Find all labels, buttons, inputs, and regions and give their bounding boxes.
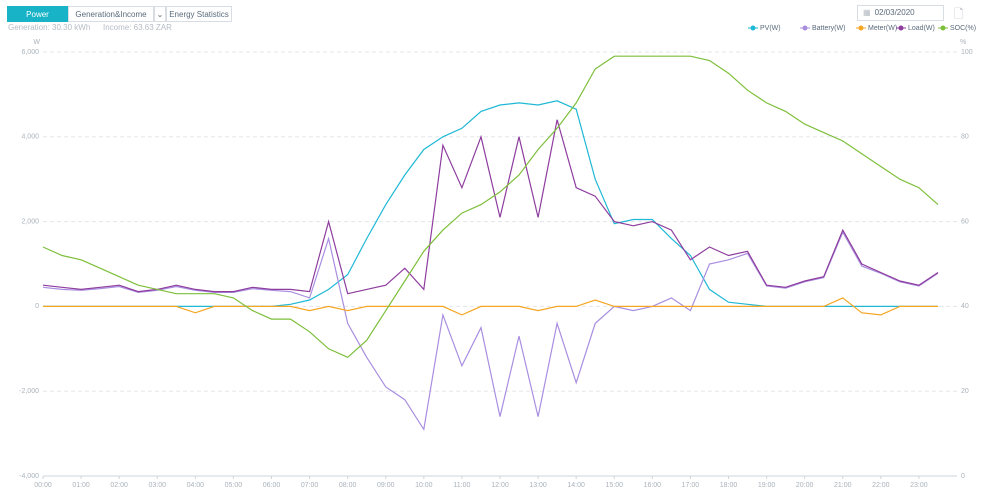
x-tick-label: 04:00 [187, 482, 205, 489]
x-tick-label: 10:00 [415, 482, 433, 489]
legend-dot [898, 25, 904, 31]
legend-dot [802, 25, 808, 31]
x-tick-label: 18:00 [720, 482, 738, 489]
y-tick-label: 2,000 [21, 218, 39, 225]
x-tick-label: 02:00 [110, 482, 128, 489]
series-line [42, 230, 939, 432]
x-tick-label: 05:00 [225, 482, 243, 489]
series-line [43, 297, 938, 316]
legend-label: SOC(%) [950, 25, 976, 32]
series-line [43, 100, 938, 307]
tab-energy[interactable]: Energy Statistics [166, 6, 232, 22]
y-tick-label: 6,000 [21, 49, 39, 56]
legend-label: PV(W) [760, 25, 781, 32]
series-line [42, 55, 939, 359]
series-line [42, 119, 939, 295]
x-tick-label: 19:00 [758, 482, 776, 489]
legend-dot [858, 25, 864, 31]
x-tick-label: 11:00 [453, 482, 470, 489]
y-tick-label: 0 [35, 303, 39, 310]
y2-tick-label: 100 [961, 49, 973, 56]
x-tick-label: 00:00 [34, 482, 52, 489]
export-icon[interactable]: 🗋 [954, 7, 964, 21]
y-tick-label: 4,000 [21, 134, 39, 141]
date: 02/03/2020 [874, 8, 915, 17]
x-tick-label: 21:00 [834, 482, 852, 489]
legend-label: Meter(W) [868, 25, 897, 32]
x-tick-label: 20:00 [796, 482, 814, 489]
y-tick-label: -4,000 [19, 473, 39, 480]
legend-dot [940, 25, 946, 31]
y2-tick-label: 80 [961, 134, 969, 141]
x-tick-label: 01:00 [72, 482, 90, 489]
x-tick-label: 07:00 [301, 482, 319, 489]
legend-label: Load(W) [908, 25, 935, 32]
x-tick-label: 08:00 [339, 482, 357, 489]
tab-generation[interactable]: Generation&Income [68, 6, 154, 22]
date-picker[interactable]: ▦ 02/03/2020 [857, 5, 944, 21]
x-tick-label: 23:00 [910, 482, 928, 489]
income-summary: Income: 63.63 ZAR [103, 23, 172, 32]
y-tick-label: -2,000 [19, 388, 39, 395]
x-tick-label: 14:00 [567, 482, 585, 489]
legend-dot [750, 25, 756, 31]
x-tick-label: 06:00 [263, 482, 281, 489]
x-tick-label: 13:00 [529, 482, 547, 489]
generation-summary: Generation: 30.30 kWh [8, 23, 91, 32]
y2-tick-label: 20 [961, 388, 969, 395]
x-tick-label: 15:00 [605, 482, 623, 489]
x-tick-label: 17:00 [682, 482, 700, 489]
x-tick-label: 12:00 [491, 482, 509, 489]
x-tick-label: 16:00 [644, 482, 662, 489]
y2-tick-label: 0 [961, 473, 965, 480]
calendar-icon: ▦ [863, 8, 871, 17]
x-tick-label: 22:00 [872, 482, 890, 489]
tab-power[interactable]: Power [7, 6, 68, 22]
x-tick-label: 09:00 [377, 482, 395, 489]
legend-label: Battery(W) [812, 25, 845, 32]
y2-tick-label: 60 [961, 218, 969, 225]
y2-axis-unit: % [960, 39, 966, 46]
x-tick-label: 03:00 [148, 482, 166, 489]
y2-tick-label: 40 [961, 303, 969, 310]
y-axis-unit: W [33, 39, 40, 46]
tab-dropdown[interactable]: ⌄ [154, 6, 166, 22]
